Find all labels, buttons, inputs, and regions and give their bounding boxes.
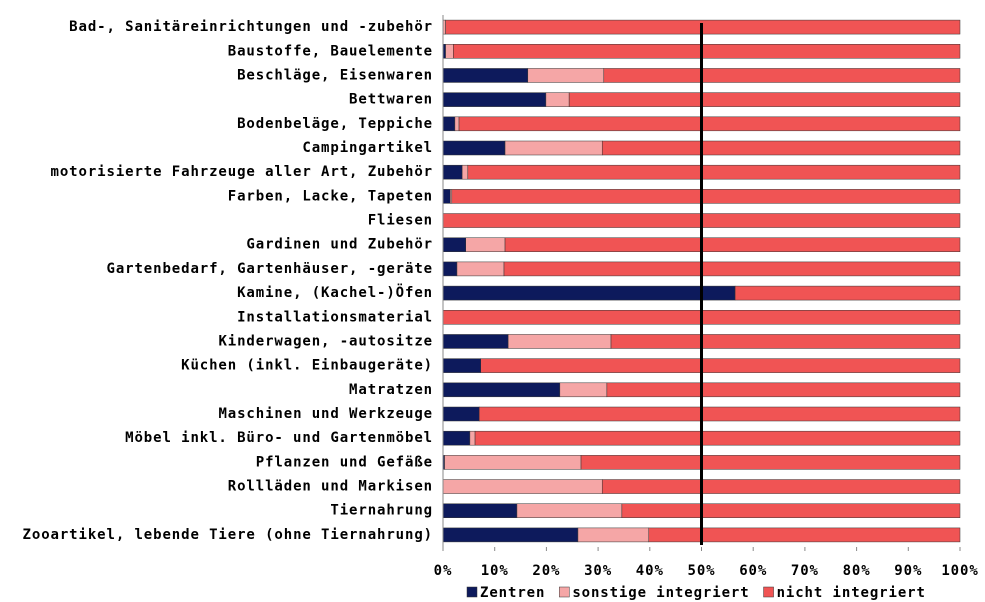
bar-segment: [603, 68, 961, 83]
bar-segment: [442, 285, 736, 301]
bar-segment: [601, 140, 961, 156]
y-tick-label: Möbel inkl. Büro- und Gartenmöbel: [125, 430, 433, 446]
bar-segment: [454, 116, 460, 132]
bar-segment: [458, 116, 961, 132]
bar-segment: [527, 68, 605, 83]
bar-segment: [442, 92, 547, 107]
bar-segment: [442, 189, 451, 204]
y-tick-label: Maschinen und Werkzeuge: [218, 406, 433, 422]
bar-segment: [503, 261, 961, 277]
legend-label: Zentren: [480, 585, 545, 601]
y-tick-label: Fliesen: [368, 213, 433, 229]
bar-segment: [442, 479, 603, 494]
bar-segment: [442, 68, 529, 83]
y-tick-label: Bettwaren: [349, 92, 433, 108]
bar-segment: [648, 527, 961, 543]
legend-swatch: [466, 586, 478, 598]
bar-segment: [467, 164, 961, 180]
x-tick-label: 70%: [791, 563, 819, 579]
bar-segment: [545, 92, 570, 107]
bar-segment: [465, 237, 506, 252]
y-tick-label: Zooartikel, lebende Tiere (ohne Tiernahr…: [23, 527, 433, 543]
x-tick-label: 0%: [434, 563, 453, 579]
x-tick-label: 20%: [532, 563, 560, 579]
bar-segment: [504, 237, 961, 252]
y-tick-label: Bodenbeläge, Teppiche: [237, 116, 433, 132]
bar-segment: [442, 261, 458, 277]
x-tick-label: 10%: [481, 563, 509, 579]
bar-segment: [442, 406, 480, 422]
bar-segment: [445, 44, 454, 59]
x-tick-label: 100%: [941, 563, 978, 579]
bar-segment: [559, 382, 608, 398]
bar-segment: [469, 430, 476, 446]
bar-segment: [444, 455, 582, 470]
bar-segment: [451, 189, 961, 204]
bar-segment: [453, 44, 961, 59]
bar-segment: [474, 430, 961, 446]
y-tick-label: Bad-, Sanitäreinrichtungen und -zubehör: [69, 19, 433, 35]
bar-segment: [610, 334, 961, 349]
legend-label: nicht integriert: [777, 585, 926, 601]
x-tick-label: 30%: [584, 563, 612, 579]
y-tick-label: Kamine, (Kachel-)Öfen: [237, 283, 433, 301]
y-tick-label: Kinderwagen, -autositze: [218, 333, 433, 349]
bar-segment: [568, 92, 961, 107]
bar-segment: [442, 358, 481, 373]
y-tick-label: Küchen (inkl. Einbaugeräte): [181, 358, 433, 374]
bar-segment: [456, 261, 505, 277]
y-tick-label: Beschläge, Eisenwaren: [237, 67, 433, 83]
bar-segment: [504, 140, 603, 156]
y-tick-label: Installationsmaterial: [237, 309, 433, 325]
bar-segment: [442, 334, 509, 349]
y-tick-label: Farben, Lacke, Tapeten: [228, 188, 433, 204]
y-tick-label: Gardinen und Zubehör: [246, 237, 433, 253]
bar-segment: [442, 503, 518, 518]
bar-segment: [442, 382, 561, 398]
y-tick-label: Matratzen: [349, 382, 433, 398]
bar-segment: [621, 503, 961, 518]
bar-segment: [442, 527, 579, 543]
bar-segment: [442, 116, 456, 132]
x-tick-label: 40%: [636, 563, 664, 579]
bar-segment: [480, 358, 961, 373]
bar-segment: [442, 237, 466, 252]
legend-label: sonstige integriert: [572, 585, 749, 601]
legend-swatch: [763, 586, 774, 598]
bar-segment: [601, 479, 961, 494]
x-tick-label: 50%: [688, 563, 716, 579]
bar-segment: [580, 455, 961, 470]
x-tick-label: 90%: [894, 563, 922, 579]
y-tick-label: motorisierte Fahrzeuge aller Art, Zubehö…: [51, 164, 433, 180]
x-tick-label: 80%: [843, 563, 871, 579]
y-tick-label: Pflanzen und Gefäße: [256, 454, 433, 470]
bar-segment: [577, 527, 650, 543]
bar-segment: [606, 382, 961, 398]
bar-segment: [516, 503, 623, 518]
y-tick-label: Gartenbedarf, Gartenhäuser, -geräte: [106, 261, 433, 277]
bar-segment: [442, 164, 463, 180]
legend-swatch: [559, 586, 570, 598]
bar-segment: [478, 406, 961, 422]
bar-segment: [507, 334, 612, 349]
bar-segment: [461, 164, 469, 180]
y-tick-label: Rollläden und Markisen: [228, 479, 433, 495]
bar-segment: [442, 140, 506, 156]
bar-segment: [442, 430, 471, 446]
y-tick-label: Tiernahrung: [330, 503, 433, 519]
x-tick-label: 60%: [739, 563, 767, 579]
y-tick-label: Campingartikel: [302, 140, 433, 156]
bar-segment: [734, 285, 961, 301]
y-tick-label: Baustoffe, Bauelemente: [228, 43, 433, 59]
